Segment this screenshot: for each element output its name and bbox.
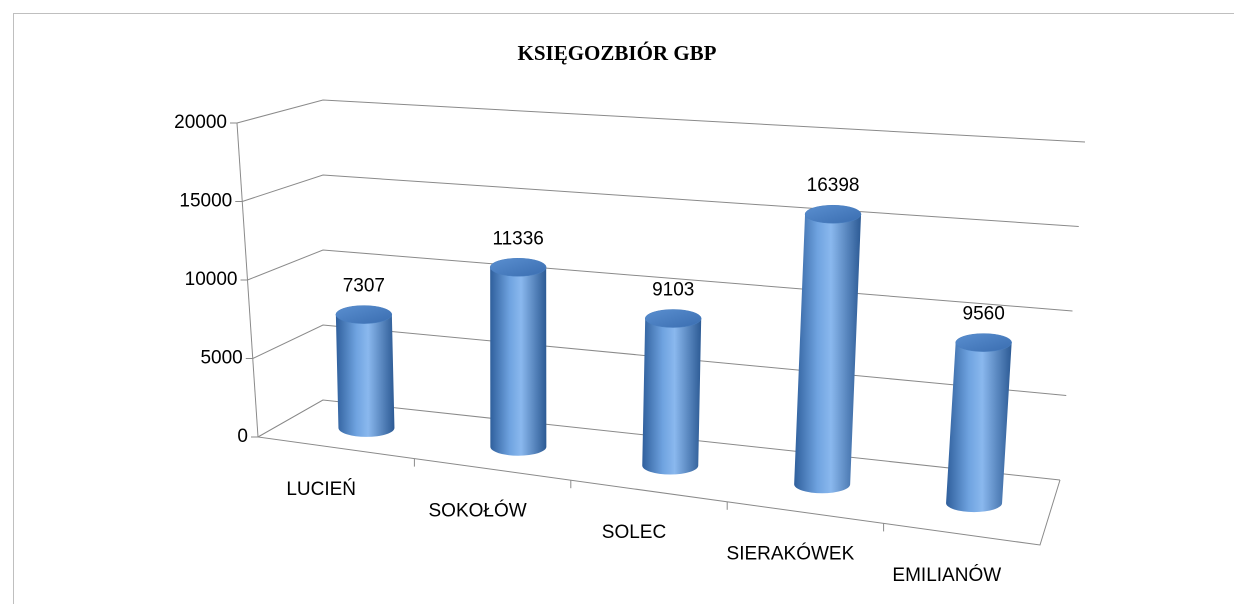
bar-body: [794, 214, 862, 494]
bar-top: [644, 309, 702, 328]
y-tick-label: 20000: [174, 112, 227, 133]
bar-top: [489, 258, 547, 277]
plot: 0 5000 10000 15000 20000 LUCIEŃ 7307 SOKOŁÓW 113…: [174, 99, 1086, 586]
bar-top: [335, 305, 393, 324]
y-tick-label: 0: [237, 426, 248, 447]
value-label: 16398: [807, 175, 860, 196]
y-tick-label: 15000: [179, 191, 232, 212]
value-label: 9560: [963, 304, 1005, 325]
value-label: 9103: [652, 280, 694, 301]
bar: [794, 204, 862, 494]
grid-line: [236, 99, 1086, 143]
x-tick-label: LUCIEŃ: [286, 479, 356, 500]
x-tick-label: EMILIANÓW: [892, 564, 1001, 586]
y-tick-label: 10000: [185, 269, 238, 290]
chart-title: KSIĘGOZBIÓR GBP: [518, 41, 717, 65]
bar-top: [804, 204, 862, 224]
chart-border: [13, 13, 1234, 604]
bar-body: [642, 318, 702, 475]
x-tick-label: SOKOŁÓW: [429, 499, 527, 521]
bar: [489, 258, 547, 456]
bar: [642, 309, 702, 475]
y-tick-label: 5000: [200, 348, 242, 369]
grid-line: [242, 174, 1079, 227]
bar-top: [955, 333, 1012, 352]
bar-body: [490, 267, 547, 456]
bar: [335, 305, 395, 437]
x-tick-label: SOLEC: [602, 522, 666, 543]
bar-body: [946, 342, 1012, 513]
value-label: 7307: [343, 276, 385, 297]
x-tick-label: SIERAKÓWEK: [727, 543, 855, 565]
value-label: 11336: [492, 228, 543, 249]
bar-body: [335, 314, 395, 437]
bar: [946, 333, 1012, 513]
